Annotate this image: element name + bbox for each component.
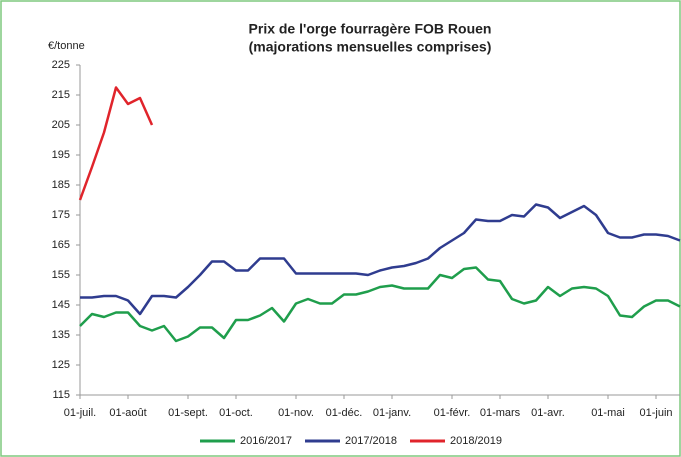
legend-label: 2017/2018 (345, 435, 397, 447)
x-tick-label: 01-juil. (64, 407, 96, 419)
x-tick-label: 01-oct. (219, 407, 253, 419)
legend-label: 2018/2019 (450, 435, 502, 447)
y-axis-label: €/tonne (48, 40, 85, 52)
y-tick-label: 145 (52, 299, 70, 311)
x-tick-label: 01-févr. (434, 407, 471, 419)
x-tick-label: 01-janv. (373, 407, 411, 419)
series-line (79, 266, 681, 343)
x-tick-label: 01-mars (480, 407, 521, 419)
chart-title: Prix de l'orge fourragère FOB Rouen (249, 21, 492, 37)
y-tick-label: 155 (52, 269, 70, 281)
x-tick-label: 01-août (109, 407, 146, 419)
y-tick-label: 165 (52, 239, 70, 251)
y-tick-label: 205 (52, 119, 70, 131)
x-tick-label: 01-avr. (531, 407, 565, 419)
chart-subtitle: (majorations mensuelles comprises) (249, 39, 492, 55)
legend-label: 2016/2017 (240, 435, 292, 447)
x-tick-label: 01-sept. (168, 407, 208, 419)
x-tick-label: 01-juin (639, 407, 672, 419)
series-line (80, 203, 681, 316)
y-tick-label: 175 (52, 209, 70, 221)
y-tick-label: 195 (52, 149, 70, 161)
y-tick-label: 125 (52, 359, 70, 371)
x-tick-label: 01-mai (591, 407, 625, 419)
x-tick-label: 01-nov. (278, 407, 314, 419)
series-line (78, 86, 154, 201)
y-tick-label: 225 (52, 59, 70, 71)
x-tick-label: 01-déc. (326, 407, 363, 419)
y-tick-label: 135 (52, 329, 70, 341)
y-tick-label: 185 (52, 179, 70, 191)
y-tick-label: 215 (52, 89, 70, 101)
y-tick-label: 115 (52, 389, 70, 401)
